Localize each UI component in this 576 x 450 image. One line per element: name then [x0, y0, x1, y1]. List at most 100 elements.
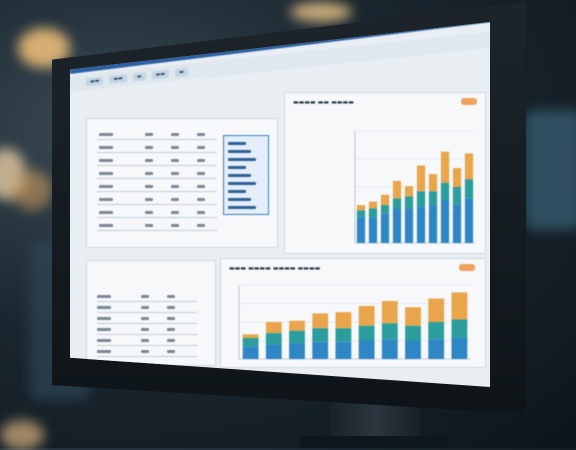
table-row — [97, 191, 217, 192]
filter-list-item[interactable] — [228, 198, 251, 201]
table-cell — [97, 295, 111, 298]
table-cell — [97, 328, 111, 331]
table-cell — [197, 159, 205, 162]
table-cell — [145, 198, 153, 201]
table-cell — [97, 339, 111, 342]
bar-segment — [358, 340, 375, 359]
bokeh-light — [290, 2, 352, 22]
filter-list[interactable] — [223, 135, 269, 215]
bar-segment — [428, 205, 438, 243]
table-cell — [145, 159, 153, 162]
table-row — [97, 165, 217, 166]
dashboard-tag-icon[interactable] — [461, 98, 477, 105]
bar-segment — [405, 340, 421, 359]
bar-segment — [368, 208, 378, 218]
desk-edge — [300, 436, 450, 448]
bar-segment — [381, 323, 398, 340]
bar-segment — [452, 187, 462, 205]
bar-segment — [381, 339, 398, 359]
bar-segment — [428, 174, 438, 192]
data-table-panel — [86, 118, 278, 248]
table-cell — [141, 306, 149, 309]
filter-list-item[interactable] — [228, 206, 256, 209]
table-row — [97, 139, 217, 140]
bar-segment — [312, 328, 329, 342]
filter-list-item[interactable] — [228, 158, 256, 161]
table-cell — [171, 185, 179, 188]
bar-segment — [356, 210, 366, 218]
bar-segment — [416, 165, 426, 192]
filter-list-item[interactable] — [228, 142, 246, 145]
toolbar-tab[interactable]: ▬▬ — [109, 74, 127, 84]
bar-segment — [358, 325, 375, 341]
table-cell — [99, 133, 113, 136]
bar-segment — [368, 201, 378, 209]
bokeh-light — [12, 170, 52, 210]
bar-segment — [452, 204, 462, 243]
table-row — [97, 323, 197, 324]
bar-segment — [392, 180, 402, 199]
bar-segment — [440, 199, 450, 243]
toolbar-tab[interactable]: ▬ — [132, 72, 146, 82]
bar-segment — [380, 205, 390, 214]
table-cell — [99, 146, 113, 149]
summary-table-panel — [86, 260, 216, 366]
bar-segment — [416, 206, 426, 243]
dashboard-tag-icon[interactable] — [459, 264, 475, 271]
table-cell — [141, 339, 149, 342]
filter-list-item[interactable] — [228, 182, 256, 185]
table-cell — [197, 146, 205, 149]
table-cell — [145, 185, 153, 188]
table-cell — [167, 306, 175, 309]
toolbar-tab[interactable]: ▬▬ — [151, 69, 170, 80]
bar-segment — [428, 298, 445, 322]
bar-segment — [451, 338, 468, 359]
bar-segment — [265, 322, 282, 334]
bar-segment — [335, 328, 352, 342]
table-cell — [145, 146, 153, 149]
table-cell — [197, 172, 205, 175]
table-row — [97, 301, 197, 302]
filter-list-item[interactable] — [228, 150, 251, 153]
table-cell — [167, 295, 175, 298]
table-cell — [145, 133, 153, 136]
bar-segment — [368, 217, 378, 243]
table-cell — [167, 339, 175, 342]
table-cell — [171, 198, 179, 201]
toolbar-tab[interactable]: ▬ — [175, 67, 188, 77]
table-cell — [141, 350, 149, 353]
filter-list-item[interactable] — [228, 166, 246, 169]
bar-segment — [428, 339, 445, 359]
table-row — [97, 204, 217, 205]
bar-segment — [265, 333, 282, 345]
bar-segment — [404, 208, 414, 243]
table-cell — [171, 224, 179, 227]
table-row — [97, 345, 197, 346]
bar-segment — [356, 217, 366, 243]
table-cell — [145, 211, 153, 214]
bar-segment — [405, 325, 421, 341]
filter-list-item[interactable] — [228, 190, 246, 193]
bokeh-light — [0, 420, 44, 450]
table-cell — [197, 198, 205, 201]
bar-segment — [404, 196, 414, 209]
table-row — [97, 334, 197, 335]
bokeh-window — [524, 110, 576, 230]
bar-segment — [452, 168, 462, 187]
bottom-stacked-bar-chart — [238, 284, 471, 360]
bar-segment — [289, 342, 305, 359]
bar-segment — [392, 198, 402, 209]
filter-list-item[interactable] — [228, 174, 251, 177]
table-cell — [167, 317, 175, 320]
table-row — [97, 178, 217, 179]
bar-segment — [242, 346, 259, 359]
table-cell — [171, 159, 179, 162]
chart-title-blurred: ▬▬▬▬ ▬▬ ▬▬▬▬ — [293, 99, 354, 106]
bar-segment — [416, 191, 426, 207]
table-cell — [197, 211, 205, 214]
bar-segment — [312, 341, 329, 359]
bar-segment — [380, 194, 390, 206]
toolbar-tab[interactable]: ▬▬ — [86, 76, 104, 87]
bar-segment — [464, 153, 474, 180]
table-cell — [97, 350, 111, 353]
